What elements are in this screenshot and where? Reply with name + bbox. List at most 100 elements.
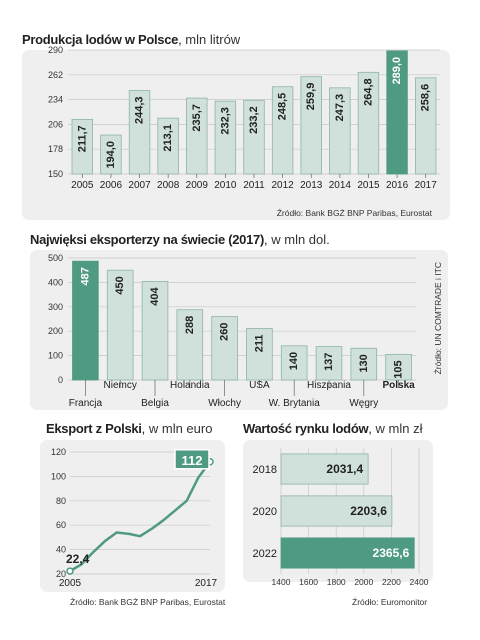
- chart2-xtick-label: USA: [249, 380, 270, 391]
- chart4-xtick-label: 2200: [382, 577, 401, 587]
- chart3-xtick-label: 2005: [59, 578, 82, 589]
- chart4-xtick-label: 2000: [354, 577, 373, 587]
- chart2-data-label: 137: [323, 353, 335, 371]
- chart2-data-label: 487: [79, 267, 91, 285]
- chart1-xtick-label: 2014: [329, 180, 352, 191]
- chart2-ytick-label: 200: [48, 326, 63, 336]
- chart2-bar: [72, 260, 99, 381]
- chart2-data-label: 288: [184, 316, 196, 334]
- chart1-data-label: 258,6: [420, 84, 432, 112]
- chart2-xtick-label: Niemcy: [104, 380, 137, 391]
- chart3-start-point: [66, 567, 74, 575]
- chart3-series-line: [69, 461, 212, 573]
- chart4-xtick-label: 1600: [299, 577, 318, 587]
- chart3-ytick-label: 120: [51, 447, 66, 457]
- chart1-xtick-label: 2016: [386, 180, 409, 191]
- chart2-data-label: 260: [219, 323, 231, 341]
- chart1-data-label: 247,3: [334, 94, 346, 122]
- chart1-data-label: 244,3: [134, 96, 146, 124]
- chart1-xtick-label: 2007: [128, 180, 151, 191]
- chart1-data-label: 233,2: [248, 106, 260, 134]
- chart2-xtick-label: Francja: [69, 398, 103, 409]
- chart1-data-label: 213,1: [162, 124, 174, 152]
- chart2-title: Najwięksi eksporterzy na świecie (2017),…: [30, 232, 330, 247]
- chart1-source: Źródło: Bank BGŻ BNP Paribas, Eurostat: [276, 208, 432, 218]
- chart2-xtick-label: Węgry: [349, 398, 378, 409]
- chart1-xtick-label: 2017: [415, 180, 438, 191]
- chart2-ytick-label: 0: [58, 375, 63, 385]
- chart3-xtick-label: 2017: [195, 578, 218, 589]
- chart2-xtick-label: Belgia: [141, 398, 169, 409]
- chart4-data-label: 2031,4: [326, 462, 363, 476]
- chart3-end-label: 112: [182, 453, 203, 468]
- chart4-xtick-label: 1800: [327, 577, 346, 587]
- chart2-xtick-label: Polska: [382, 380, 415, 391]
- chart2-xtick-label: Hiszpania: [307, 380, 351, 391]
- chart1-data-label: 211,7: [76, 125, 88, 152]
- chart4-data-label: 2365,6: [373, 546, 410, 560]
- chart1-ytick-label: 234: [48, 95, 63, 105]
- chart1-title: Produkcja lodów w Polsce, mln litrów: [22, 32, 241, 47]
- chart4-source: Źródło: Euromonitor: [352, 597, 428, 607]
- chart4-category-label: 2020: [253, 506, 277, 518]
- chart3-source: Źródło: Bank BGŻ BNP Paribas, Eurostat: [70, 597, 226, 607]
- chart1-ytick-label: 150: [48, 169, 63, 179]
- chart3-start-label: 22,4: [66, 552, 90, 566]
- chart1-data-label: 264,8: [362, 78, 374, 106]
- chart1-xtick-label: 2015: [357, 180, 380, 191]
- chart1-data-label: 235,7: [191, 104, 203, 132]
- chart3-ytick-label: 100: [51, 471, 66, 481]
- chart2-xtick-label: Holandia: [170, 380, 210, 391]
- chart2-ytick-label: 100: [48, 351, 63, 361]
- chart2-data-label: 105: [393, 360, 405, 378]
- chart1-xtick-label: 2011: [243, 180, 265, 191]
- chart2-bar: [106, 269, 134, 381]
- chart3-ytick-label: 60: [56, 520, 66, 530]
- chart2-source: Źródło: UN COMTRADE i ITC: [433, 262, 443, 374]
- chart2-ytick-label: 300: [48, 302, 63, 312]
- chart3-ytick-label: 80: [56, 496, 66, 506]
- chart2-bar: [211, 316, 238, 381]
- chart2-data-label: 450: [114, 276, 126, 294]
- chart1-xtick-label: 2012: [271, 180, 294, 191]
- chart1-xtick-label: 2006: [100, 180, 123, 191]
- chart4-data-label: 2203,6: [350, 504, 387, 518]
- chart4-xtick-label: 2400: [410, 577, 429, 587]
- chart2-panel: [30, 250, 448, 410]
- chart2-bar: [315, 346, 343, 381]
- chart3-ytick-label: 20: [56, 569, 66, 579]
- chart4-bar: [280, 453, 369, 485]
- chart1-data-label: 248,5: [277, 93, 289, 121]
- chart1-xtick-label: 2009: [186, 180, 209, 191]
- chart2-xtick-label: W. Brytania: [269, 398, 321, 409]
- chart2-bar: [385, 353, 412, 381]
- chart4-xtick-label: 1400: [272, 577, 291, 587]
- chart3-ytick-label: 40: [56, 545, 66, 555]
- chart1-ytick-label: 206: [48, 119, 63, 129]
- chart1-xtick-label: 2010: [214, 180, 237, 191]
- chart1-data-label: 289,0: [391, 57, 403, 85]
- chart1-ytick-label: 178: [48, 144, 63, 154]
- chart1-xtick-label: 2008: [157, 180, 180, 191]
- chart1-xtick-label: 2005: [71, 180, 94, 191]
- chart1-data-label: 194,0: [105, 141, 117, 169]
- chart3-title: Eksport z Polski, w mln euro: [46, 421, 213, 436]
- chart2-ytick-label: 500: [48, 253, 63, 263]
- chart4-title: Wartość rynku lodów, w mln zł: [243, 421, 423, 436]
- chart2-ytick-label: 400: [48, 277, 63, 287]
- chart2-xtick-label: Włochy: [208, 398, 241, 409]
- chart3-end-badge: [174, 449, 210, 470]
- chart2-bar: [280, 345, 308, 381]
- chart1-data-label: 232,3: [219, 107, 231, 135]
- chart1-ytick-label: 290: [48, 45, 63, 55]
- chart4-bar: [280, 537, 415, 569]
- chart4-category-label: 2018: [253, 464, 277, 476]
- chart1-data-label: 259,9: [305, 83, 317, 111]
- chart2-data-label: 404: [149, 287, 161, 306]
- chart2-data-label: 140: [288, 352, 300, 370]
- chart4-bar: [280, 495, 393, 527]
- chart1-ytick-label: 262: [48, 70, 63, 80]
- chart4-category-label: 2022: [253, 548, 277, 560]
- chart2-bar: [141, 281, 169, 381]
